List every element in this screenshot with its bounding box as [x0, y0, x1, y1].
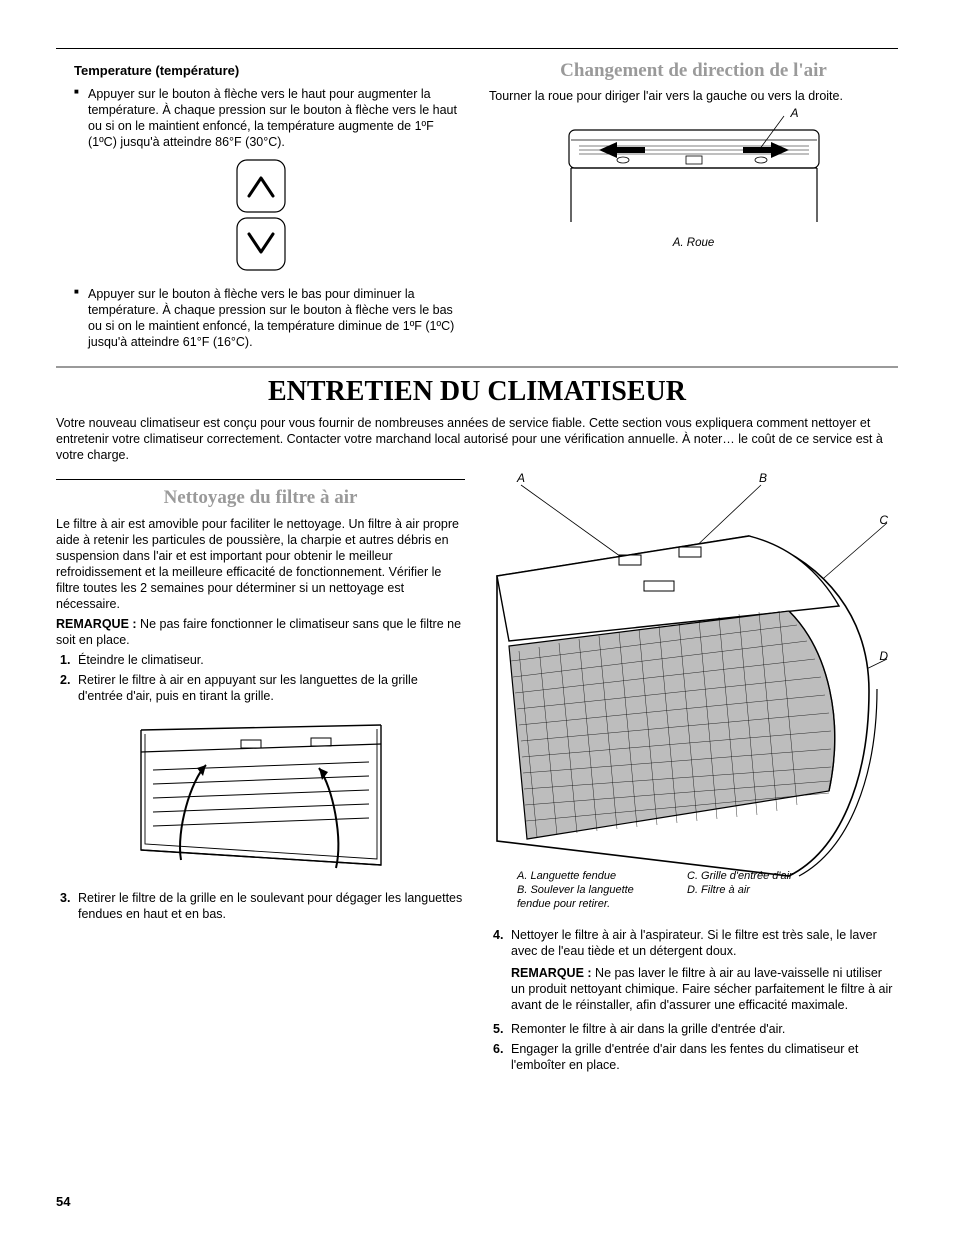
lower-right-column: A B C D	[489, 471, 898, 1077]
step-4-text: Nettoyer le filtre à air à l'aspirateur.…	[511, 927, 898, 1017]
step-4-body: Nettoyer le filtre à air à l'aspirateur.…	[511, 928, 877, 958]
temp-bullet-down-text: Appuyer sur le bouton à flèche vers le b…	[88, 287, 454, 349]
step-2: 2. Retirer le filtre à air en appuyant s…	[56, 672, 465, 704]
upper-columns: Temperature (température) Appuyer sur le…	[56, 59, 898, 356]
step-4-num: 4.	[493, 927, 511, 1017]
air-direction-label-a: A	[790, 106, 798, 121]
main-title: ENTRETIEN DU CLIMATISEUR	[56, 374, 898, 410]
temperature-bullets-2: Appuyer sur le bouton à flèche vers le b…	[56, 286, 465, 350]
step-6-num: 6.	[493, 1041, 511, 1073]
upper-left-column: Temperature (température) Appuyer sur le…	[56, 59, 465, 356]
grille-remove-diagram-icon	[111, 710, 411, 880]
page: Temperature (température) Appuyer sur le…	[0, 0, 954, 1235]
step-3: 3. Retirer le filtre de la grille en le …	[56, 890, 465, 922]
air-direction-figure: A	[489, 110, 898, 251]
step-6: 6. Engager la grille d'entrée d'air dans…	[489, 1041, 898, 1073]
temp-bullet-up-text: Appuyer sur le bouton à flèche vers le h…	[88, 87, 457, 149]
section-rule-thick	[56, 366, 898, 368]
updown-buttons-figure	[56, 156, 465, 280]
filter-steps-right: 4. Nettoyer le filtre à air à l'aspirate…	[489, 927, 898, 1073]
filter-heading: Nettoyage du filtre à air	[56, 486, 465, 510]
air-direction-heading: Changement de direction de l'air	[489, 59, 898, 83]
parts-caption-d: D. Filtre à air	[687, 883, 793, 897]
parts-caption-a: A. Languette fendue	[517, 869, 657, 883]
step-5-text: Remonter le filtre à air dans la grille …	[511, 1021, 898, 1037]
step-1-num: 1.	[60, 652, 78, 668]
filter-subrule	[56, 479, 465, 480]
upper-right-column: Changement de direction de l'air Tourner…	[489, 59, 898, 356]
step-1-text: Éteindre le climatiseur.	[78, 652, 465, 668]
temp-bullet-down: Appuyer sur le bouton à flèche vers le b…	[74, 286, 465, 350]
temperature-heading: Temperature (température)	[74, 63, 465, 80]
filter-remarque-1: REMARQUE : Ne pas faire fonctionner le c…	[56, 616, 465, 648]
filter-steps-left: 1. Éteindre le climatiseur. 2. Retirer l…	[56, 652, 465, 704]
air-direction-caption: A. Roue	[559, 236, 829, 251]
lower-left-column: Nettoyage du filtre à air Le filtre à ai…	[56, 471, 465, 1077]
air-direction-diagram-icon	[559, 110, 829, 230]
page-number: 54	[56, 1194, 70, 1211]
updown-buttons-icon	[233, 156, 289, 280]
top-rule	[56, 48, 898, 49]
step-3-text: Retirer le filtre de la grille en le sou…	[78, 890, 465, 922]
parts-caption-col-2: C. Grille d'entrée d'air D. Filtre à air	[687, 869, 793, 911]
remarque-label-1: REMARQUE :	[56, 617, 137, 631]
parts-caption-col-1: A. Languette fendue B. Soulever la langu…	[517, 869, 657, 911]
step-4-remarque: REMARQUE : Ne pas laver le filtre à air …	[511, 965, 898, 1013]
parts-captions: A. Languette fendue B. Soulever la langu…	[517, 869, 878, 911]
filter-paragraph-1: Le filtre à air est amovible pour facili…	[56, 516, 465, 612]
step-1: 1. Éteindre le climatiseur.	[56, 652, 465, 668]
filter-parts-diagram-icon	[489, 481, 899, 881]
step-3-num: 3.	[60, 890, 78, 922]
lower-columns: Nettoyage du filtre à air Le filtre à ai…	[56, 471, 898, 1077]
step-4: 4. Nettoyer le filtre à air à l'aspirate…	[489, 927, 898, 1017]
remarque-label-2: REMARQUE :	[511, 966, 592, 980]
step-2-num: 2.	[60, 672, 78, 704]
grille-remove-figure	[56, 710, 465, 884]
parts-caption-b: B. Soulever la languette fendue pour ret…	[517, 883, 657, 911]
filter-steps-left-2: 3. Retirer le filtre de la grille en le …	[56, 890, 465, 922]
parts-caption-c: C. Grille d'entrée d'air	[687, 869, 793, 883]
step-5-num: 5.	[493, 1021, 511, 1037]
step-6-text: Engager la grille d'entrée d'air dans le…	[511, 1041, 898, 1073]
temp-bullet-up: Appuyer sur le bouton à flèche vers le h…	[74, 86, 465, 150]
temperature-bullets: Appuyer sur le bouton à flèche vers le h…	[56, 86, 465, 150]
step-5: 5. Remonter le filtre à air dans la gril…	[489, 1021, 898, 1037]
air-direction-body: Tourner la roue pour diriger l'air vers …	[489, 88, 898, 104]
step-2-text: Retirer le filtre à air en appuyant sur …	[78, 672, 465, 704]
filter-parts-figure: A B C D	[489, 471, 898, 911]
intro-paragraph: Votre nouveau climatiseur est conçu pour…	[56, 415, 898, 463]
